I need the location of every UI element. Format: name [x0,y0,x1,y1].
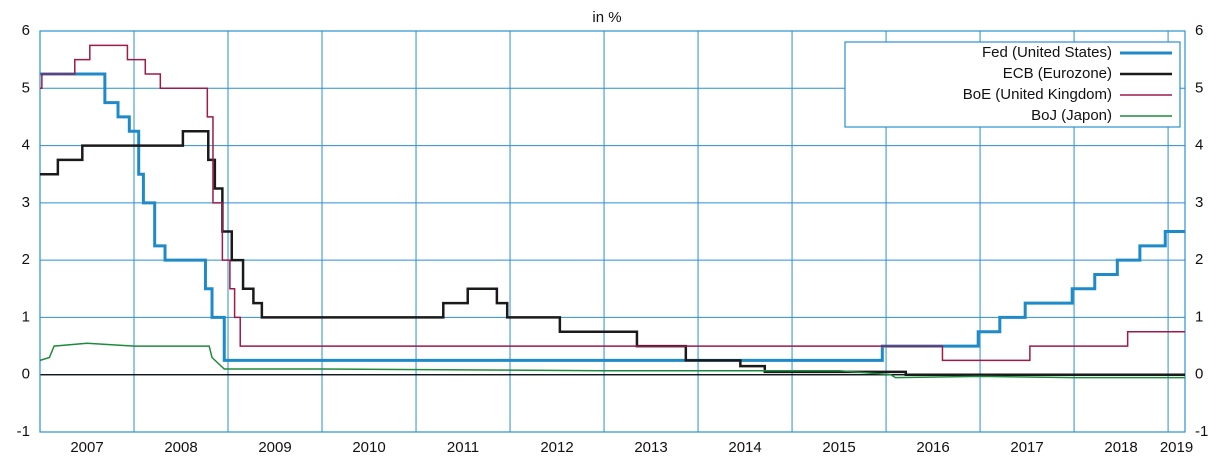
x-tick-label: 2007 [70,439,103,456]
legend-box [844,41,1181,128]
x-tick-label: 2012 [540,439,573,456]
series-line [40,130,1185,376]
x-tick-label: 2014 [728,439,761,456]
legend-label: ECB (Eurozone) [1003,65,1112,82]
x-tick-label: 2016 [916,439,949,456]
chart-title: in % [592,9,621,26]
y-tick-label: 5 [22,79,30,96]
x-tick-label: 2010 [352,439,385,456]
legend-label: Fed (United States) [982,44,1112,61]
legend-label: BoJ (Japon) [1031,107,1112,124]
y2-tick-label: -1 [1195,423,1208,440]
y-tick-label: 1 [22,308,30,325]
y2-tick-label: 3 [1195,194,1203,211]
x-tick-label: 2008 [164,439,197,456]
series-line [40,44,1185,362]
x-tick-label: 2019 [1160,439,1193,456]
series-line [39,342,1185,379]
x-tick-label: 2018 [1104,439,1137,456]
y-tick-label: 3 [22,194,30,211]
y2-tick-label: 5 [1195,79,1203,96]
series-line [40,72,1185,362]
legend-label: BoE (United Kingdom) [963,86,1112,103]
x-tick-label: 2013 [634,439,667,456]
x-tick-label: 2017 [1010,439,1043,456]
y2-tick-label: 0 [1195,366,1203,383]
y-tick-label: 6 [22,22,30,39]
y-tick-label: 0 [22,366,30,383]
y2-tick-label: 1 [1195,308,1203,325]
y2-tick-label: 4 [1195,137,1203,154]
y-tick-label: 4 [22,137,30,154]
y-tick-label: 2 [22,251,30,268]
y2-tick-label: 2 [1195,251,1203,268]
x-tick-label: 2009 [258,439,291,456]
y2-tick-label: 6 [1195,22,1203,39]
x-tick-label: 2015 [822,439,855,456]
y-tick-label: -1 [17,423,30,440]
x-tick-label: 2011 [447,439,479,456]
